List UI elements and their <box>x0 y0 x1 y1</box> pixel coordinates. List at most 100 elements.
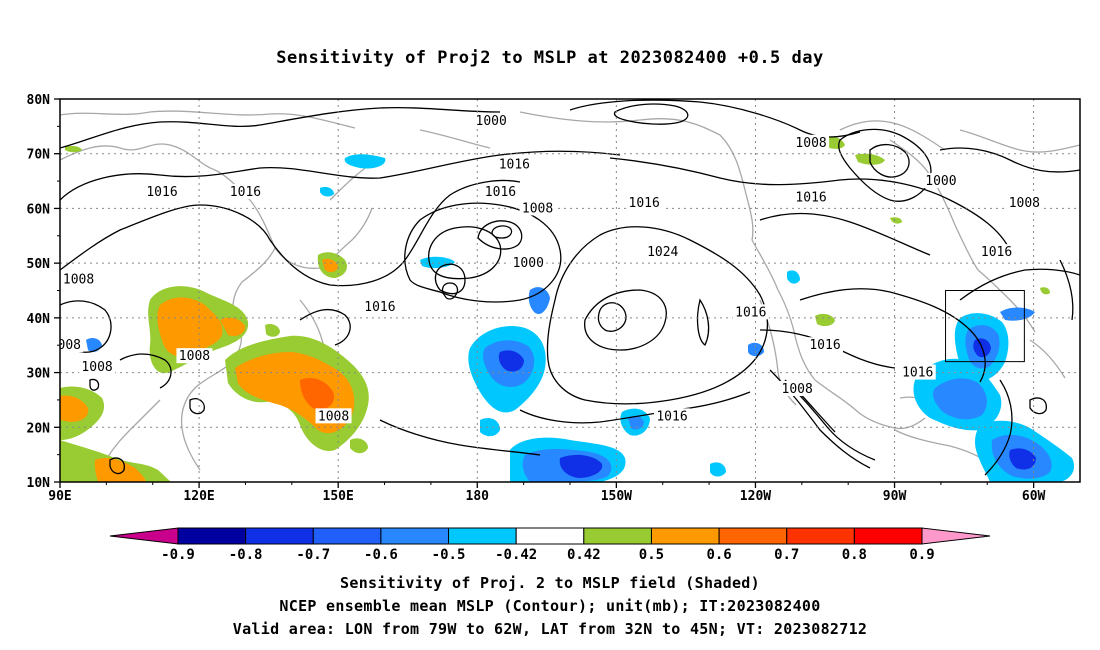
caption-line-3: Valid area: LON from 79W to 62W, LAT fro… <box>232 620 868 638</box>
colorbar-swatch <box>650 527 720 545</box>
lat-label: 50N <box>27 257 51 272</box>
lat-label: 70N <box>27 148 51 163</box>
colorbar-swatch <box>515 527 585 545</box>
contour-label-bg <box>176 348 213 364</box>
contour-label: 1008 <box>81 360 112 375</box>
valid-area-box <box>945 290 1025 363</box>
colorbar-swatch <box>448 527 517 545</box>
contour-label: 1000 <box>513 256 544 271</box>
lon-label: 180 <box>466 489 490 504</box>
colorbar-swatch <box>245 527 314 545</box>
colorbar-label: 0.6 <box>706 547 731 563</box>
contour-label-bg <box>654 408 690 424</box>
contour-label: 1016 <box>499 158 530 173</box>
lon-label: 120W <box>740 489 771 504</box>
contour-label: 1016 <box>902 366 933 381</box>
contour-label-bg <box>793 189 830 205</box>
contour-label: 1008 <box>63 273 94 288</box>
lon-label: 150W <box>601 489 632 504</box>
lat-lon-grid <box>60 99 1080 482</box>
contour-label-bg <box>626 194 663 210</box>
contour-label-bg <box>899 364 936 380</box>
contour-label: 1016 <box>485 185 516 200</box>
colorbar-label: 0.5 <box>639 547 664 563</box>
lon-label: 90E <box>48 489 71 504</box>
contour-label-bg <box>922 173 959 189</box>
contour-label-bg <box>496 156 533 172</box>
lat-label: 30N <box>27 367 51 382</box>
contour-label: 1016 <box>795 190 826 205</box>
colorbar-label: -0.5 <box>432 547 466 563</box>
contour-label: 1016 <box>656 409 687 424</box>
caption-line-1: Sensitivity of Proj. 2 to MSLP field (Sh… <box>340 574 760 592</box>
contour-label-bg <box>644 244 681 260</box>
colorbar-label: 0.8 <box>842 547 867 563</box>
colorbar-swatch <box>583 527 652 545</box>
lat-label: 40N <box>27 312 51 327</box>
colorbar-label: 0.9 <box>909 547 934 563</box>
contour-label: 1008 <box>795 136 826 151</box>
contour-label-bg <box>315 408 352 424</box>
sensitivity-map: 1000 1008 1016 1016 1016 1016 1008 1016 1016 1000… <box>27 93 1081 504</box>
contour-label-bg <box>144 184 180 200</box>
contour-label-bg <box>519 200 556 216</box>
colorbar-label: -0.42 <box>495 547 537 563</box>
contour-label: 1016 <box>809 338 840 353</box>
caption-line-2: NCEP ensemble mean MSLP (Contour); unit(… <box>279 597 821 615</box>
colorbar-arrow-low <box>109 527 179 545</box>
contour-label-bg <box>79 359 116 375</box>
contour-label-bg <box>473 112 510 128</box>
lat-label: 60N <box>27 202 51 217</box>
contour-label-bg <box>732 304 769 320</box>
contour-label-bg <box>227 184 264 200</box>
lat-label: 10N <box>27 476 51 491</box>
colorbar-label: 0.42 <box>567 547 601 563</box>
contour-label-bg <box>1006 194 1043 210</box>
contour-label: 1008 <box>179 349 210 364</box>
contour-label-bg <box>793 134 830 150</box>
contour-label-bg <box>779 380 816 396</box>
colorbar-label: -0.7 <box>296 547 330 563</box>
map-title: Sensitivity of Proj2 to MSLP at 20230824… <box>276 48 824 68</box>
contour-label: 1008 <box>318 409 349 424</box>
contour-label: 1000 <box>476 114 507 129</box>
contour-label: 1008 <box>522 201 553 216</box>
colorbar-label: -0.6 <box>364 547 398 563</box>
colorbar-swatch <box>177 527 247 545</box>
contour-label: 008 <box>58 338 81 353</box>
contour-label: 1016 <box>230 185 261 200</box>
colorbar-swatch <box>312 527 382 545</box>
contour-labels: 1000 1008 1016 1016 1016 1016 1008 1016 1016 1000… <box>58 112 1043 424</box>
contour-label-bg <box>482 184 519 200</box>
colorbar-swatch <box>786 527 855 545</box>
contour-label-bg <box>978 244 1015 260</box>
contour-label: 1000 <box>925 174 956 189</box>
contour-label-bg <box>60 271 97 287</box>
contour-label-bg <box>60 337 84 353</box>
lon-label: 120E <box>183 489 214 504</box>
lon-label: 90W <box>883 489 907 504</box>
contour-label: 1016 <box>629 196 660 211</box>
colorbar-arrow-high <box>921 527 991 545</box>
contour-label: 1016 <box>735 305 766 320</box>
contour-label: 1016 <box>981 245 1012 260</box>
contour-label: 1016 <box>146 185 177 200</box>
colorbar-label: -0.9 <box>161 547 195 563</box>
contour-label: 1024 <box>647 245 678 260</box>
contour-label: 1008 <box>782 382 813 397</box>
colorbar-swatch <box>853 527 923 545</box>
colorbar-label: 0.7 <box>774 547 799 563</box>
contour-label: 1016 <box>364 300 395 315</box>
colorbar-label: -0.8 <box>229 547 263 563</box>
lon-label: 150E <box>323 489 354 504</box>
lat-label: 20N <box>27 421 51 436</box>
contour-label-bg <box>510 255 547 271</box>
lat-label: 80N <box>27 93 51 108</box>
contour-label-bg <box>807 337 843 353</box>
contour-label-bg <box>361 298 398 314</box>
contour-label: 1008 <box>1009 196 1040 211</box>
lon-label: 60W <box>1022 489 1046 504</box>
colorbar-swatch <box>718 527 788 545</box>
